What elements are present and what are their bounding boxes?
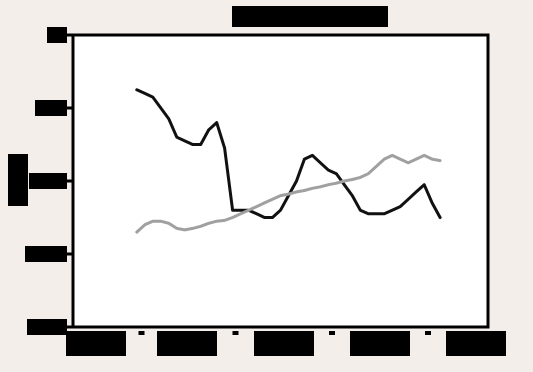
- y-tick-label: [27, 319, 67, 335]
- x-minor-tick: [353, 331, 359, 335]
- x-tick-label: [350, 331, 410, 356]
- x-minor-tick: [161, 331, 168, 335]
- x-axis-ticks: [66, 331, 506, 356]
- x-minor-tick: [425, 331, 431, 335]
- y-label-redaction-block: [8, 154, 28, 206]
- x-tick-label: [157, 331, 217, 356]
- y-axis-ticks: [25, 27, 73, 335]
- plot-area: [71, 33, 490, 329]
- y-tick-label: [35, 100, 67, 116]
- x-tick-label: [66, 331, 126, 356]
- x-minor-tick: [232, 331, 239, 335]
- y-tick-label: [25, 246, 67, 262]
- x-tick-label: [446, 331, 506, 356]
- x-minor-tick: [449, 331, 455, 335]
- y-axis-label: [8, 154, 28, 206]
- x-tick-label: [254, 331, 314, 356]
- x-minor-tick: [329, 331, 335, 335]
- x-minor-tick: [115, 331, 122, 335]
- x-minor-tick: [256, 331, 263, 335]
- y-tick-label: [47, 27, 67, 43]
- x-minor-tick: [305, 331, 311, 335]
- chart-title: [232, 6, 388, 27]
- title-redaction-block: [232, 6, 388, 27]
- x-minor-tick: [208, 331, 215, 335]
- x-minor-tick: [138, 331, 145, 335]
- x-minor-tick: [401, 331, 407, 335]
- y-tick-label: [29, 173, 67, 189]
- data-series: [135, 88, 442, 234]
- series-line-2: [135, 153, 442, 234]
